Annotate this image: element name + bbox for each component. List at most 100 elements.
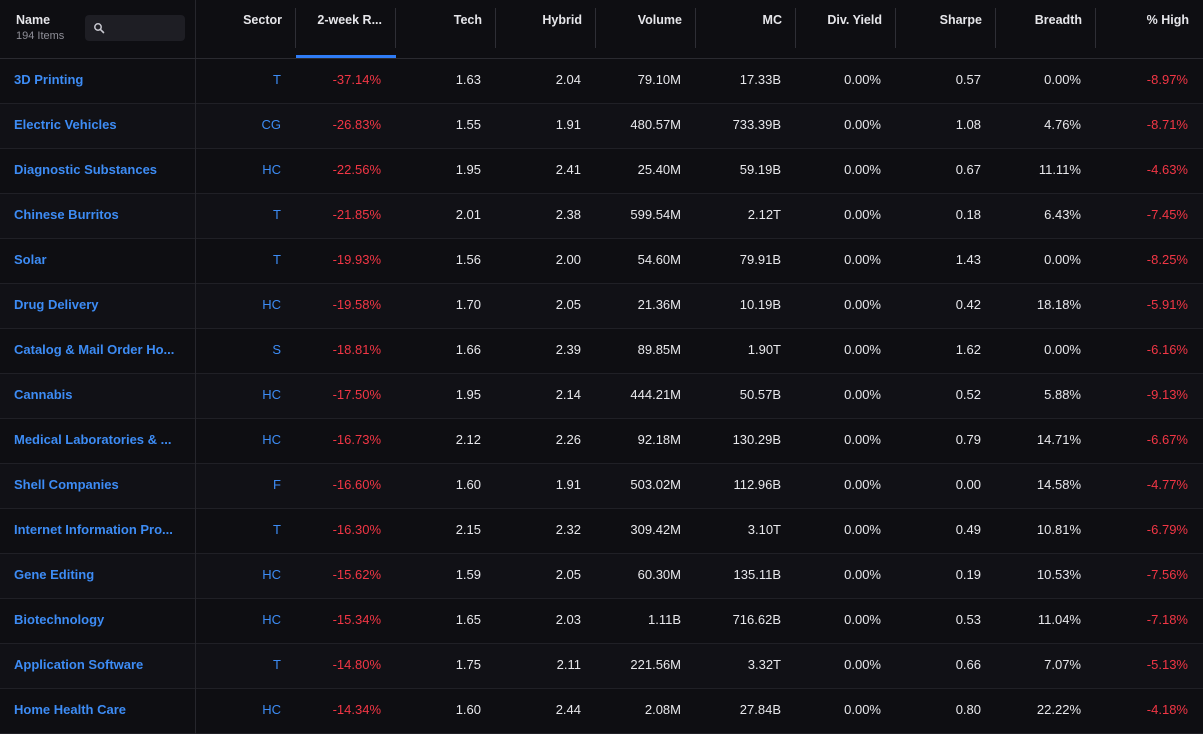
column-header-breadth[interactable]: Breadth bbox=[996, 0, 1096, 58]
cell-sector[interactable]: S bbox=[272, 342, 281, 357]
column-divider[interactable] bbox=[295, 8, 296, 48]
column-header-volume[interactable]: Volume bbox=[596, 0, 696, 58]
table-row[interactable]: Medical Laboratories & ... HC -16.73% 2.12 2… bbox=[0, 419, 1203, 464]
column-header-mc[interactable]: MC bbox=[696, 0, 796, 58]
cell-sharpe: 0.57 bbox=[955, 72, 981, 87]
industry-name-link[interactable]: Solar bbox=[0, 239, 196, 284]
cell-sharpe: 1.62 bbox=[955, 342, 981, 357]
cell-sector[interactable]: CG bbox=[261, 117, 282, 132]
industry-name-link[interactable]: Chinese Burritos bbox=[0, 194, 196, 239]
cell-tech: 2.01 bbox=[455, 207, 481, 222]
column-header-return-2w[interactable]: 2-week R... bbox=[296, 0, 396, 58]
column-divider[interactable] bbox=[895, 8, 896, 48]
column-divider[interactable] bbox=[695, 8, 696, 48]
cell-sector[interactable]: T bbox=[273, 252, 281, 267]
column-label: 2-week R... bbox=[317, 13, 382, 27]
cell-breadth: 7.07% bbox=[1044, 657, 1081, 672]
cell-sector[interactable]: HC bbox=[262, 612, 281, 627]
table-row[interactable]: Application Software T -14.80% 1.75 2.11 221.… bbox=[0, 644, 1203, 689]
column-divider[interactable] bbox=[795, 8, 796, 48]
column-divider[interactable] bbox=[395, 8, 396, 48]
table-row[interactable]: Biotechnology HC -15.34% 1.65 2.03 1.11B 716.6… bbox=[0, 599, 1203, 644]
cell-breadth: 22.22% bbox=[1036, 702, 1081, 717]
cell-sector[interactable]: HC bbox=[262, 702, 281, 717]
table-row[interactable]: Catalog & Mail Order Ho... S -18.81% 1.66 2.… bbox=[0, 329, 1203, 374]
cell-tech: 1.75 bbox=[455, 657, 481, 672]
cell-return-2w: -16.60% bbox=[332, 477, 381, 492]
column-header-name[interactable]: Name 194 Items bbox=[0, 0, 196, 58]
cell-volume: 60.30M bbox=[637, 567, 681, 582]
cell-pct-high: -9.13% bbox=[1146, 387, 1188, 402]
industry-name-link[interactable]: Home Health Care bbox=[0, 689, 196, 734]
cell-mc: 10.19B bbox=[739, 297, 781, 312]
cell-pct-high: -6.67% bbox=[1146, 432, 1188, 447]
column-divider[interactable] bbox=[1095, 8, 1096, 48]
industry-name-link[interactable]: Diagnostic Substances bbox=[0, 149, 196, 194]
search-input[interactable] bbox=[85, 15, 185, 41]
cell-sector[interactable]: T bbox=[273, 657, 281, 672]
cell-sector[interactable]: T bbox=[273, 522, 281, 537]
table-row[interactable]: Shell Companies F -16.60% 1.60 1.91 503.02M 11… bbox=[0, 464, 1203, 509]
cell-div-yield: 0.00% bbox=[844, 477, 881, 492]
cell-pct-high: -6.79% bbox=[1146, 522, 1188, 537]
table-row[interactable]: Home Health Care HC -14.34% 1.60 2.44 2.08M 27… bbox=[0, 689, 1203, 734]
table-row[interactable]: Internet Information Pro... T -16.30% 2.15 2… bbox=[0, 509, 1203, 554]
cell-sector[interactable]: HC bbox=[262, 162, 281, 177]
cell-div-yield: 0.00% bbox=[844, 297, 881, 312]
industry-name-link[interactable]: Biotechnology bbox=[0, 599, 196, 644]
column-divider[interactable] bbox=[595, 8, 596, 48]
cell-sector[interactable]: T bbox=[273, 207, 281, 222]
table-row[interactable]: 3D Printing T -37.14% 1.63 2.04 79.10M 17.33B 0… bbox=[0, 59, 1203, 104]
cell-breadth: 14.58% bbox=[1036, 477, 1081, 492]
column-divider[interactable] bbox=[995, 8, 996, 48]
cell-sector[interactable]: HC bbox=[262, 387, 281, 402]
table-row[interactable]: Chinese Burritos T -21.85% 2.01 2.38 599.54M 2… bbox=[0, 194, 1203, 239]
table-row[interactable]: Solar T -19.93% 1.56 2.00 54.60M 79.91B 0.00% 1.… bbox=[0, 239, 1203, 284]
table-row[interactable]: Gene Editing HC -15.62% 1.59 2.05 60.30M 135.1… bbox=[0, 554, 1203, 599]
cell-volume: 221.56M bbox=[630, 657, 681, 672]
cell-sector[interactable]: HC bbox=[262, 567, 281, 582]
cell-mc: 3.10T bbox=[747, 522, 781, 537]
cell-breadth: 0.00% bbox=[1044, 252, 1081, 267]
table-row[interactable]: Drug Delivery HC -19.58% 1.70 2.05 21.36M 10.1… bbox=[0, 284, 1203, 329]
industry-name-link[interactable]: Electric Vehicles bbox=[0, 104, 196, 149]
column-header-sector[interactable]: Sector bbox=[196, 0, 296, 58]
cell-sector[interactable]: HC bbox=[262, 297, 281, 312]
industry-name-link[interactable]: Gene Editing bbox=[0, 554, 196, 599]
column-label: MC bbox=[762, 13, 782, 27]
table-row[interactable]: Cannabis HC -17.50% 1.95 2.14 444.21M 50.57B 0.… bbox=[0, 374, 1203, 419]
industry-name-link[interactable]: Drug Delivery bbox=[0, 284, 196, 329]
cell-pct-high: -4.77% bbox=[1146, 477, 1188, 492]
column-label: Hybrid bbox=[542, 13, 582, 27]
cell-div-yield: 0.00% bbox=[844, 207, 881, 222]
industry-name-link[interactable]: Internet Information Pro... bbox=[0, 509, 196, 554]
column-header-sharpe[interactable]: Sharpe bbox=[896, 0, 996, 58]
column-header-tech[interactable]: Tech bbox=[396, 0, 496, 58]
column-header-pct-high[interactable]: % High bbox=[1096, 0, 1203, 58]
industry-name-link[interactable]: Shell Companies bbox=[0, 464, 196, 509]
industry-name-link[interactable]: 3D Printing bbox=[0, 59, 196, 104]
column-header-hybrid[interactable]: Hybrid bbox=[496, 0, 596, 58]
cell-tech: 1.60 bbox=[455, 702, 481, 717]
column-header-div-yield[interactable]: Div. Yield bbox=[796, 0, 896, 58]
table-row[interactable]: Electric Vehicles CG -26.83% 1.55 1.91 480.57… bbox=[0, 104, 1203, 149]
cell-mc: 1.90T bbox=[747, 342, 781, 357]
cell-return-2w: -16.73% bbox=[332, 432, 381, 447]
cell-sector[interactable]: T bbox=[273, 72, 281, 87]
cell-return-2w: -15.62% bbox=[332, 567, 381, 582]
table-row[interactable]: Diagnostic Substances HC -22.56% 1.95 2.41 25… bbox=[0, 149, 1203, 194]
industry-name-link[interactable]: Application Software bbox=[0, 644, 196, 689]
cell-sector[interactable]: F bbox=[273, 477, 281, 492]
industry-name-link[interactable]: Cannabis bbox=[0, 374, 196, 419]
industry-name-link[interactable]: Catalog & Mail Order Ho... bbox=[0, 329, 196, 374]
column-divider[interactable] bbox=[495, 8, 496, 48]
cell-return-2w: -14.80% bbox=[332, 657, 381, 672]
cell-return-2w: -17.50% bbox=[332, 387, 381, 402]
item-count: 194 Items bbox=[16, 30, 65, 42]
cell-sector[interactable]: HC bbox=[262, 432, 281, 447]
cell-pct-high: -7.56% bbox=[1146, 567, 1188, 582]
cell-mc: 733.39B bbox=[732, 117, 781, 132]
cell-breadth: 11.11% bbox=[1038, 162, 1081, 177]
industry-name-link[interactable]: Medical Laboratories & ... bbox=[0, 419, 196, 464]
